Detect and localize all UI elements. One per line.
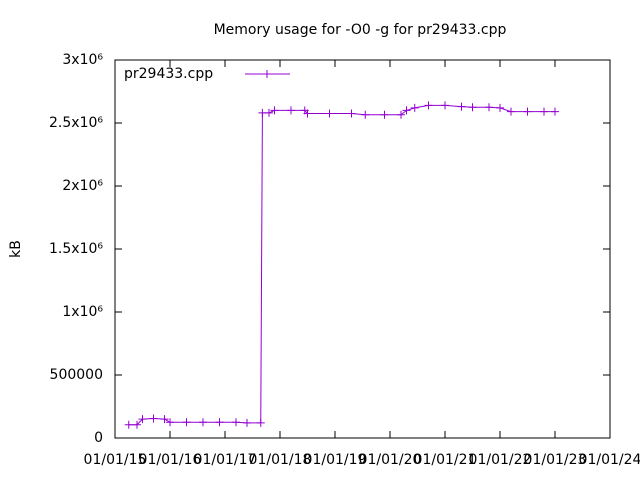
data-point: [540, 107, 548, 116]
data-point: [265, 108, 273, 117]
data-point: [410, 103, 419, 112]
data-point: [402, 106, 411, 115]
plot-frame: [114, 59, 611, 439]
data-point: [496, 103, 504, 112]
data-point: [182, 418, 191, 427]
data-point: [485, 103, 493, 112]
y-tick-label: 1.5x10⁶: [49, 241, 103, 257]
data-point: [133, 420, 141, 429]
y-tick-label: 0: [94, 430, 103, 446]
data-point: [551, 107, 559, 116]
x-tick-label: 01/01/23: [524, 452, 587, 468]
data-point: [457, 102, 466, 111]
data-point: [325, 109, 334, 118]
x-tick-label: 01/01/18: [249, 452, 312, 468]
y-tick-label: 3x10⁶: [62, 52, 103, 68]
x-tick-label: 01/01/21: [414, 452, 477, 468]
data-point: [149, 414, 158, 423]
y-tick-label: 1x10⁶: [62, 304, 103, 320]
data-point: [138, 415, 147, 424]
data-point: [507, 107, 515, 116]
y-tick-label: 2x10⁶: [62, 178, 103, 194]
chart-title: Memory usage for -O0 -g for pr29433.cpp: [214, 22, 507, 38]
data-point: [160, 415, 169, 424]
y-axis-label: kB: [8, 240, 24, 258]
data-point: [303, 109, 312, 118]
data-point: [215, 418, 224, 427]
data-point: [243, 418, 251, 427]
data-point: [256, 418, 265, 427]
legend-label: pr29433.cpp: [124, 66, 213, 82]
x-tick-label: 01/01/22: [469, 452, 532, 468]
data-point: [468, 103, 477, 112]
x-tick-label: 01/01/19: [304, 452, 367, 468]
y-tick-label: 2.5x10⁶: [49, 115, 103, 131]
series-line: [128, 104, 555, 426]
legend-marker: [263, 70, 271, 78]
data-point: [380, 110, 389, 119]
data-point: [424, 101, 433, 110]
data-point: [441, 101, 449, 110]
data-point: [199, 418, 207, 427]
x-tick-label: 01/01/20: [359, 452, 422, 468]
x-tick-label: 01/01/16: [139, 452, 202, 468]
data-point: [361, 110, 370, 119]
data-point: [124, 420, 133, 429]
data-point: [523, 107, 532, 116]
x-tick-label: 01/01/24: [579, 452, 640, 468]
y-tick-label: 500000: [50, 367, 103, 383]
data-point: [287, 106, 295, 115]
data-point: [166, 418, 174, 427]
data-point: [232, 418, 240, 427]
x-tick-label: 01/01/17: [194, 452, 257, 468]
data-point: [397, 110, 405, 119]
data-point: [347, 109, 356, 118]
data-point: [270, 106, 279, 115]
x-tick-label: 01/01/15: [84, 452, 147, 468]
